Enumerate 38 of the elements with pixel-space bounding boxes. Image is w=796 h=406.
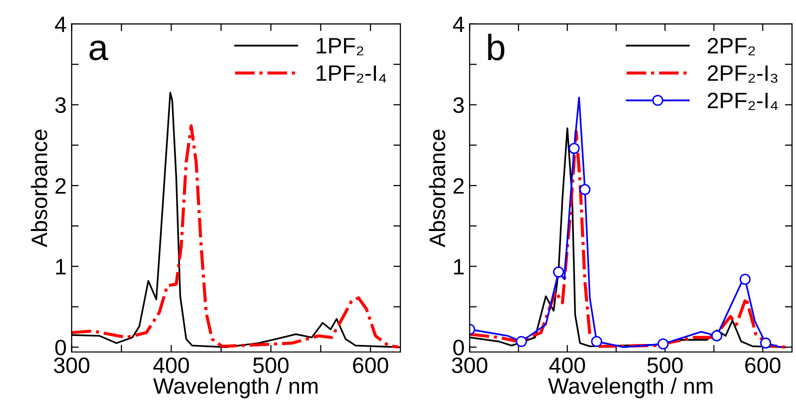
y-tick-label: 4 — [452, 16, 464, 32]
point — [711, 330, 722, 342]
point — [579, 184, 590, 196]
y-axis-title: Absorbance — [428, 130, 446, 248]
x-tick-label: 300 — [452, 357, 488, 374]
point — [760, 338, 772, 349]
y-tick-label: 3 — [453, 97, 464, 114]
y-axis-title: Absorbance — [30, 130, 48, 248]
y-tick-label: 2 — [454, 178, 464, 194]
y-tick-label: 1 — [454, 259, 464, 274]
x-tick-label: 600 — [745, 357, 780, 374]
x-axis-title: Wavelength / nm — [153, 378, 318, 398]
x-axis-title: Wavelength / nm — [548, 378, 712, 398]
legend-label: 2PF₂-I₃ — [708, 65, 778, 83]
legend-label: 1PF₂-I₄ — [316, 65, 386, 83]
y-tick-label: 4 — [54, 16, 66, 32]
y-tick-label: 0 — [453, 340, 464, 356]
x-tick-label: 400 — [153, 357, 189, 374]
y-tick-label: 3 — [55, 97, 66, 114]
legend-label: 1PF₂ — [316, 38, 364, 56]
point — [552, 266, 564, 278]
x-tick-label: 500 — [647, 357, 683, 374]
y-tick-label: 1 — [56, 259, 66, 274]
legend-label: 2PF₂ — [708, 38, 755, 56]
point — [740, 274, 751, 285]
x-tick-label: 400 — [549, 357, 585, 374]
point — [516, 336, 527, 348]
legend-label: 2PF₂-I₄ — [708, 92, 778, 110]
point — [568, 142, 580, 154]
annotation: b — [488, 34, 504, 60]
x-tick-label: 300 — [54, 357, 90, 374]
point — [658, 338, 669, 350]
point — [591, 336, 602, 348]
x-tick-label: 600 — [353, 357, 388, 374]
y-tick-label: 0 — [55, 340, 66, 356]
annotation: a — [90, 40, 108, 60]
x-tick-label: 500 — [253, 357, 289, 374]
y-tick-label: 2 — [56, 178, 66, 194]
